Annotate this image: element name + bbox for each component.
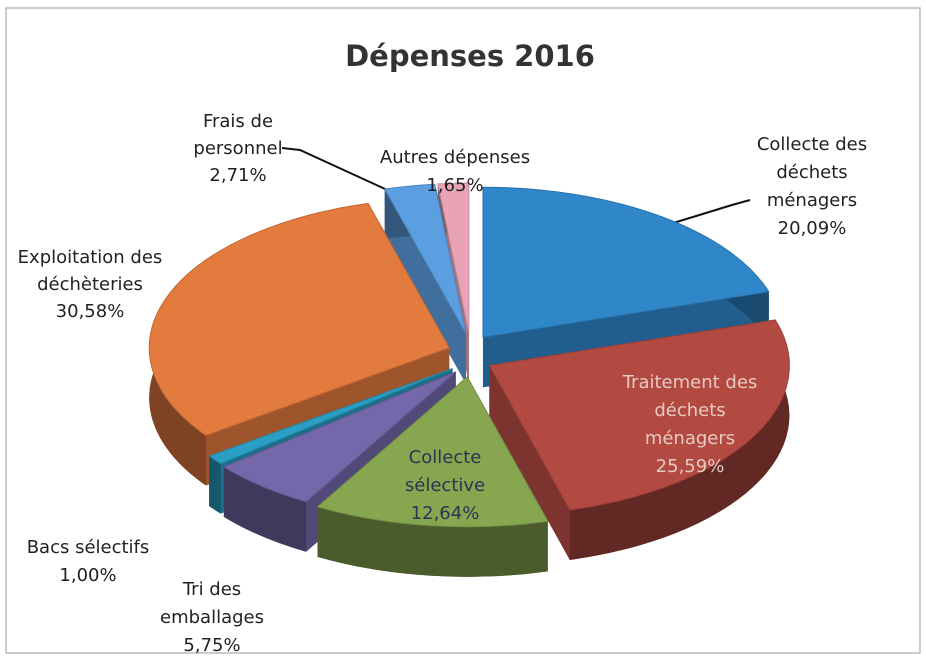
slice-side bbox=[384, 188, 466, 384]
slice-label: Exploitation des bbox=[18, 247, 163, 268]
value-label: 12,64% bbox=[411, 503, 480, 524]
slice bbox=[488, 319, 790, 511]
slice-label: Tri des bbox=[182, 579, 241, 600]
slice-label: déchets bbox=[654, 400, 725, 421]
slice-label: sélective bbox=[405, 475, 485, 496]
leader-line bbox=[669, 199, 751, 225]
slice-label: Collecte des bbox=[757, 134, 867, 155]
value-label: 2,71% bbox=[209, 165, 266, 186]
value-label: 30,58% bbox=[56, 301, 125, 322]
slice-label: personnel bbox=[193, 138, 282, 159]
value-label: 5,75% bbox=[183, 635, 240, 656]
slice-label: Bacs sélectifs bbox=[27, 537, 150, 558]
slice-label: Collecte bbox=[409, 447, 482, 468]
slice-label: ménagers bbox=[767, 190, 857, 211]
slice bbox=[148, 202, 450, 436]
slice-label: emballages bbox=[160, 607, 264, 628]
slice-label: déchets bbox=[776, 162, 847, 183]
value-label: 1,00% bbox=[59, 565, 116, 586]
value-label: 20,09% bbox=[778, 218, 847, 239]
slice-label: déchèteries bbox=[37, 274, 143, 295]
slice-label: ménagers bbox=[645, 428, 735, 449]
slice-side bbox=[569, 319, 790, 560]
slice bbox=[482, 186, 770, 338]
slice-label: Autres dépenses bbox=[380, 147, 530, 168]
slice bbox=[437, 182, 470, 334]
value-label: 25,59% bbox=[656, 456, 725, 477]
slice-label: Traitement des bbox=[622, 372, 758, 393]
leader-line bbox=[281, 147, 421, 206]
slice-label: Frais de bbox=[203, 111, 273, 132]
slice-side bbox=[209, 456, 221, 514]
slice bbox=[222, 371, 457, 503]
slice bbox=[383, 183, 467, 334]
slice-side bbox=[223, 466, 307, 552]
slice-side bbox=[317, 506, 548, 577]
slice-side bbox=[489, 365, 570, 560]
slice bbox=[208, 367, 453, 465]
slice bbox=[316, 376, 549, 528]
chart-title: Dépenses 2016 bbox=[345, 39, 595, 73]
value-label: 1,65% bbox=[426, 175, 483, 196]
